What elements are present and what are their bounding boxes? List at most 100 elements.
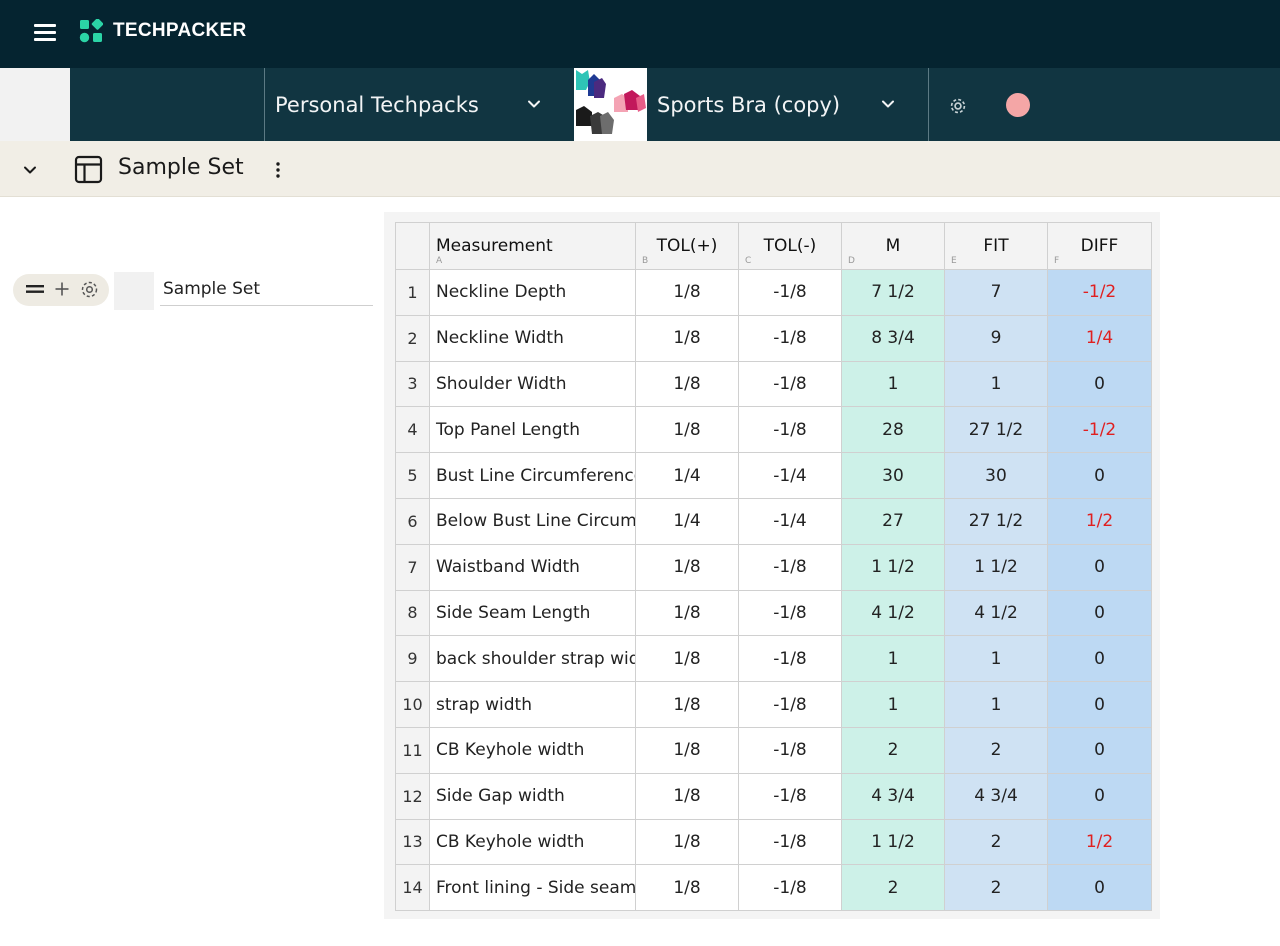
measurement-name-cell[interactable]: Side Seam Length xyxy=(429,589,636,637)
measurement-name-cell[interactable]: Waistband Width xyxy=(429,543,636,591)
fit-value-cell[interactable]: 4 1/2 xyxy=(944,589,1048,637)
fit-value-cell[interactable]: 1 xyxy=(944,360,1048,408)
tol-minus-cell[interactable]: -1/8 xyxy=(738,360,842,408)
workspace-selector[interactable]: Personal Techpacks xyxy=(275,68,479,141)
settings-gear-icon[interactable] xyxy=(79,279,100,300)
tol-minus-cell[interactable]: -1/8 xyxy=(738,772,842,820)
diff-value-cell[interactable]: 1/2 xyxy=(1047,497,1152,545)
drag-handle-icon[interactable] xyxy=(26,284,44,294)
m-value-cell[interactable]: 28 xyxy=(841,406,945,454)
m-value-cell[interactable]: 1 xyxy=(841,681,945,728)
measurement-name-cell[interactable]: Neckline Depth xyxy=(429,269,636,316)
row-number-cell[interactable]: 12 xyxy=(395,772,430,820)
tol-plus-cell[interactable]: 1/8 xyxy=(635,406,739,454)
chevron-down-icon[interactable] xyxy=(880,96,896,112)
product-selector[interactable]: Sports Bra (copy) xyxy=(657,68,840,141)
tol-plus-cell[interactable]: 1/8 xyxy=(635,726,739,774)
tol-plus-cell[interactable]: 1/8 xyxy=(635,543,739,591)
tol-plus-cell[interactable]: 1/8 xyxy=(635,818,739,866)
menu-icon[interactable] xyxy=(34,24,56,42)
add-icon[interactable] xyxy=(54,281,70,297)
measurement-name-cell[interactable]: Top Panel Length xyxy=(429,406,636,454)
fit-value-cell[interactable]: 1 xyxy=(944,635,1048,683)
fit-value-cell[interactable]: 7 xyxy=(944,269,1048,316)
diff-value-cell[interactable]: 0 xyxy=(1047,360,1152,408)
m-value-cell[interactable]: 2 xyxy=(841,726,945,774)
tol-minus-cell[interactable]: -1/8 xyxy=(738,543,842,591)
column-header[interactable]: TOL(-) C xyxy=(738,222,842,270)
diff-value-cell[interactable]: 0 xyxy=(1047,452,1152,499)
fit-value-cell[interactable]: 2 xyxy=(944,864,1048,912)
product-thumbnail[interactable] xyxy=(574,68,647,141)
tol-plus-cell[interactable]: 1/8 xyxy=(635,635,739,683)
tol-minus-cell[interactable]: -1/8 xyxy=(738,864,842,912)
row-number-cell[interactable]: 3 xyxy=(395,360,430,408)
diff-value-cell[interactable]: 1/4 xyxy=(1047,314,1152,362)
tol-plus-cell[interactable]: 1/4 xyxy=(635,497,739,545)
user-avatar[interactable] xyxy=(1006,93,1030,117)
m-value-cell[interactable]: 1 xyxy=(841,635,945,683)
diff-value-cell[interactable]: -1/2 xyxy=(1047,269,1152,316)
diff-value-cell[interactable]: 0 xyxy=(1047,589,1152,637)
measurement-name-cell[interactable]: Bust Line Circumference xyxy=(429,452,636,499)
diff-value-cell[interactable]: 0 xyxy=(1047,772,1152,820)
measurement-name-cell[interactable]: Neckline Width xyxy=(429,314,636,362)
m-value-cell[interactable]: 30 xyxy=(841,452,945,499)
fit-value-cell[interactable]: 27 1/2 xyxy=(944,406,1048,454)
tol-plus-cell[interactable]: 1/8 xyxy=(635,360,739,408)
measurement-name-cell[interactable]: back shoulder strap width xyxy=(429,635,636,683)
fit-value-cell[interactable]: 27 1/2 xyxy=(944,497,1048,545)
settings-gear-icon[interactable] xyxy=(947,95,969,117)
row-number-cell[interactable]: 7 xyxy=(395,543,430,591)
row-number-cell[interactable]: 2 xyxy=(395,314,430,362)
row-number-cell[interactable]: 10 xyxy=(395,681,430,728)
diff-value-cell[interactable]: 0 xyxy=(1047,681,1152,728)
sample-thumbnail[interactable] xyxy=(114,272,154,310)
brand-name[interactable]: TECHPACKER xyxy=(113,20,247,41)
m-value-cell[interactable]: 8 3/4 xyxy=(841,314,945,362)
tol-minus-cell[interactable]: -1/8 xyxy=(738,681,842,728)
tol-minus-cell[interactable]: -1/4 xyxy=(738,497,842,545)
measurement-name-cell[interactable]: strap width xyxy=(429,681,636,728)
row-number-cell[interactable]: 4 xyxy=(395,406,430,454)
diff-value-cell[interactable]: -1/2 xyxy=(1047,406,1152,454)
measurement-name-cell[interactable]: CB Keyhole width xyxy=(429,818,636,866)
tol-minus-cell[interactable]: -1/8 xyxy=(738,314,842,362)
m-value-cell[interactable]: 7 1/2 xyxy=(841,269,945,316)
m-value-cell[interactable]: 1 1/2 xyxy=(841,543,945,591)
fit-value-cell[interactable]: 1 1/2 xyxy=(944,543,1048,591)
tol-minus-cell[interactable]: -1/8 xyxy=(738,818,842,866)
chevron-down-icon[interactable] xyxy=(526,96,542,112)
row-number-cell[interactable]: 14 xyxy=(395,864,430,912)
m-value-cell[interactable]: 2 xyxy=(841,864,945,912)
measurement-name-cell[interactable]: Shoulder Width xyxy=(429,360,636,408)
row-number-cell[interactable]: 9 xyxy=(395,635,430,683)
tol-minus-cell[interactable]: -1/8 xyxy=(738,589,842,637)
tol-minus-cell[interactable]: -1/8 xyxy=(738,269,842,316)
tol-minus-cell[interactable]: -1/8 xyxy=(738,726,842,774)
m-value-cell[interactable]: 4 1/2 xyxy=(841,589,945,637)
fit-value-cell[interactable]: 1 xyxy=(944,681,1048,728)
measurement-name-cell[interactable]: Side Gap width xyxy=(429,772,636,820)
collapse-chevron-icon[interactable] xyxy=(21,161,39,179)
tol-plus-cell[interactable]: 1/8 xyxy=(635,772,739,820)
diff-value-cell[interactable]: 0 xyxy=(1047,864,1152,912)
tol-plus-cell[interactable]: 1/8 xyxy=(635,269,739,316)
measurement-name-cell[interactable]: CB Keyhole width xyxy=(429,726,636,774)
column-header[interactable]: Measurement A xyxy=(429,222,636,270)
row-number-cell[interactable]: 6 xyxy=(395,497,430,545)
measurement-name-cell[interactable]: Below Bust Line Circumference xyxy=(429,497,636,545)
row-number-cell[interactable]: 1 xyxy=(395,269,430,316)
sample-name-input[interactable] xyxy=(160,273,373,306)
m-value-cell[interactable]: 1 xyxy=(841,360,945,408)
diff-value-cell[interactable]: 0 xyxy=(1047,635,1152,683)
measurement-name-cell[interactable]: Front lining - Side seam xyxy=(429,864,636,912)
fit-value-cell[interactable]: 9 xyxy=(944,314,1048,362)
tol-minus-cell[interactable]: -1/4 xyxy=(738,452,842,499)
m-value-cell[interactable]: 27 xyxy=(841,497,945,545)
m-value-cell[interactable]: 1 1/2 xyxy=(841,818,945,866)
column-header[interactable]: DIFF F xyxy=(1047,222,1152,270)
tol-plus-cell[interactable]: 1/4 xyxy=(635,452,739,499)
fit-value-cell[interactable]: 4 3/4 xyxy=(944,772,1048,820)
diff-value-cell[interactable]: 0 xyxy=(1047,543,1152,591)
